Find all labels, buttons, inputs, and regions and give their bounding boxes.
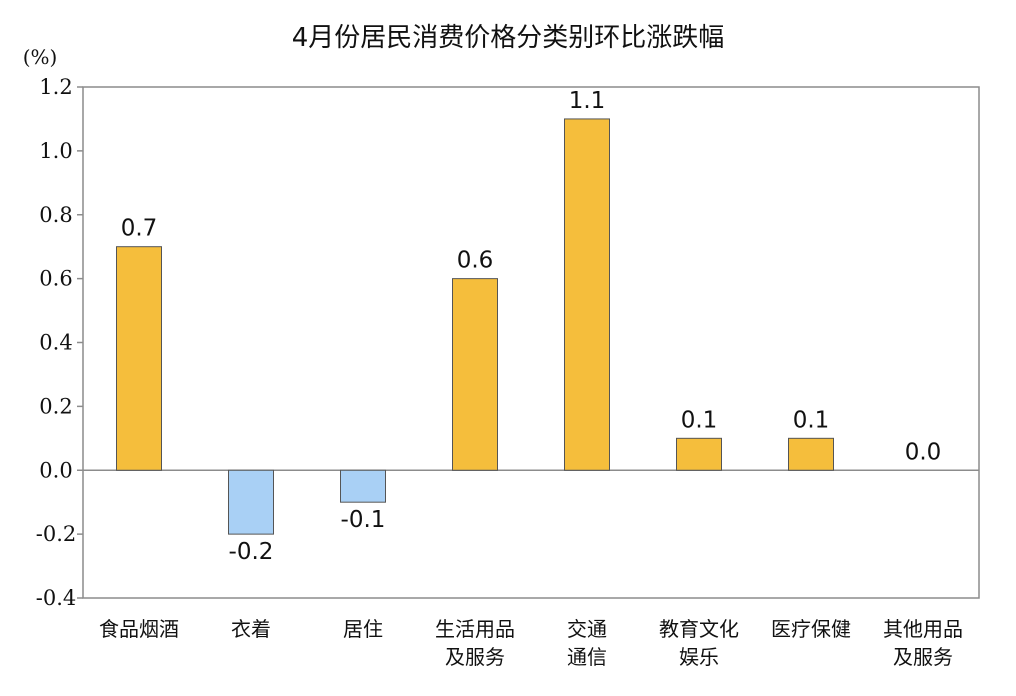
x-tick-label: 医疗保健 <box>771 617 851 641</box>
chart-title: 4月份居民消费价格分类别环比涨跌幅 <box>292 23 725 53</box>
x-tick-label: 娱乐 <box>679 645 719 669</box>
bar <box>564 118 610 471</box>
y-tick-label: -0.4 <box>36 586 77 610</box>
x-tick-label: 教育文化 <box>659 617 739 641</box>
x-tick-label: 衣着 <box>231 617 271 641</box>
data-label: 0.1 <box>793 407 830 433</box>
y-tick-label: 0.8 <box>39 203 72 227</box>
y-tick-label: 1.2 <box>39 75 72 99</box>
data-label: 0.7 <box>121 216 158 242</box>
bar <box>676 437 722 471</box>
x-tick-label: 居住 <box>343 617 383 641</box>
plot-area <box>82 86 980 599</box>
y-tick-label: 0.2 <box>39 394 72 418</box>
x-tick-label: 食品烟酒 <box>99 617 179 641</box>
y-tick-label: 1.0 <box>39 139 72 163</box>
y-axis-unit: (%) <box>23 45 58 69</box>
data-labels: 0.7 -0.2 -0.1 0.6 1.1 0.1 0.1 0.0 <box>121 88 942 565</box>
y-tick-label: -0.2 <box>36 522 77 546</box>
x-tick-label: 交通 <box>567 617 607 641</box>
data-label: -0.2 <box>229 539 274 565</box>
bar <box>452 278 498 471</box>
x-tick-label: 及服务 <box>445 645 505 669</box>
data-label: 0.0 <box>905 439 942 465</box>
bars <box>83 118 979 535</box>
data-label: 0.1 <box>681 407 718 433</box>
data-label: 1.1 <box>569 88 606 114</box>
x-tick-label: 及服务 <box>893 645 953 669</box>
y-tick-label: 0.0 <box>39 458 72 482</box>
y-tick-label: 0.6 <box>39 267 72 291</box>
bar <box>116 246 162 471</box>
y-axis-ticks: 1.2 1.0 0.8 0.6 0.4 0.2 0.0 -0.2 -0.4 <box>36 75 83 610</box>
bar <box>340 469 386 503</box>
x-tick-label: 其他用品 <box>883 617 963 641</box>
y-tick-label: 0.4 <box>39 331 72 355</box>
bar <box>228 469 274 535</box>
bar <box>788 437 834 471</box>
x-tick-label: 生活用品 <box>435 617 515 641</box>
x-tick-label: 通信 <box>567 645 607 669</box>
data-label: -0.1 <box>341 507 386 533</box>
data-label: 0.6 <box>457 248 494 274</box>
